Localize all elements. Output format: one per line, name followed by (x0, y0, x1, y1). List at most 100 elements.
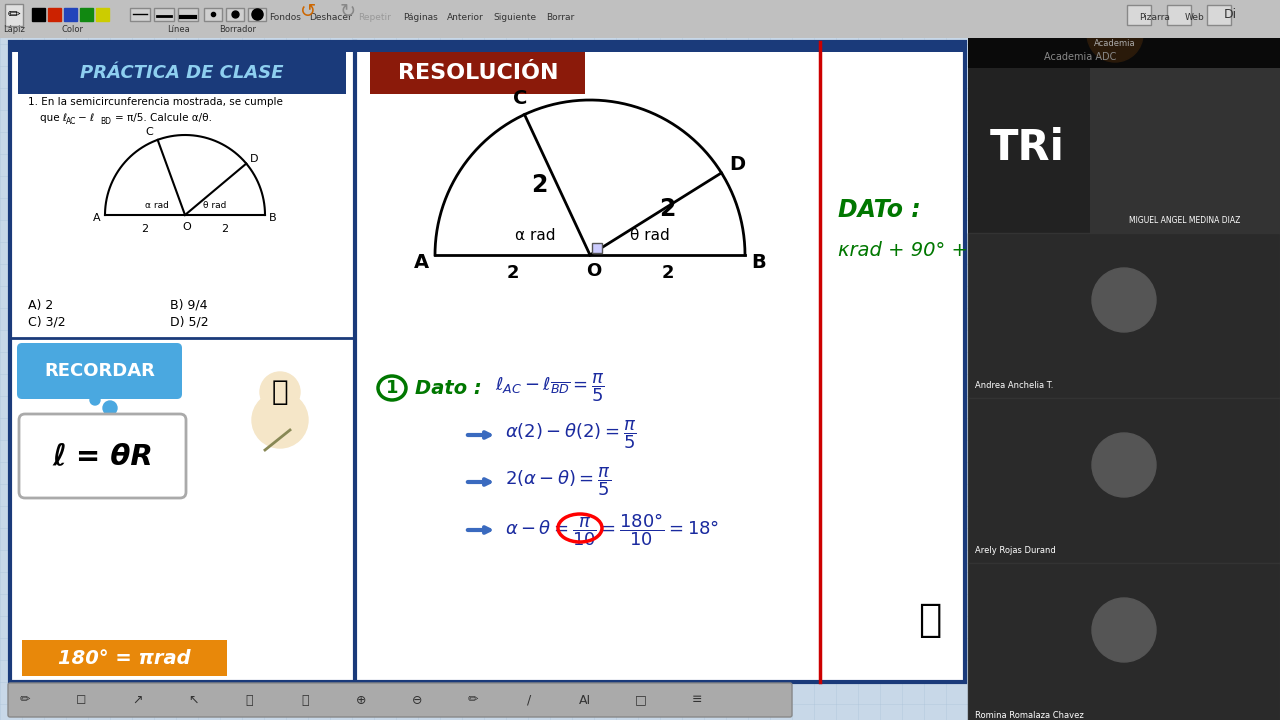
Circle shape (1092, 598, 1156, 662)
Text: $\ell_{AC} - \ell_{\overline{BD}} = \dfrac{\pi}{5}$: $\ell_{AC} - \ell_{\overline{BD}} = \dfr… (495, 372, 604, 405)
Text: Borrar: Borrar (545, 14, 575, 22)
Text: θ rad: θ rad (630, 228, 669, 243)
FancyBboxPatch shape (248, 8, 266, 21)
Text: θ rad: θ rad (204, 200, 227, 210)
FancyBboxPatch shape (968, 0, 1280, 720)
FancyBboxPatch shape (8, 683, 792, 717)
Text: O: O (183, 222, 192, 232)
Text: Fondos: Fondos (269, 14, 301, 22)
Text: BD: BD (100, 117, 111, 125)
Text: /: / (527, 693, 531, 706)
Bar (49, 8, 61, 21)
Text: □: □ (635, 693, 646, 706)
Text: ✋: ✋ (301, 693, 308, 706)
Text: ⊕: ⊕ (356, 693, 366, 706)
Text: = π/5. Calcule α/θ.: = π/5. Calcule α/θ. (115, 113, 212, 123)
Text: MIGUEL ANGEL MEDINA DIAZ: MIGUEL ANGEL MEDINA DIAZ (1129, 216, 1240, 225)
Text: C: C (146, 127, 154, 137)
Text: Anterior: Anterior (447, 14, 484, 22)
Text: Dato :: Dato : (415, 379, 481, 397)
Text: Color: Color (61, 25, 83, 35)
Circle shape (1087, 6, 1143, 62)
Text: Academia: Academia (1094, 40, 1135, 48)
Circle shape (102, 401, 116, 415)
FancyBboxPatch shape (968, 0, 1280, 68)
Text: − ℓ: − ℓ (78, 113, 95, 123)
Text: Romina Romalaza Chavez: Romina Romalaza Chavez (975, 711, 1084, 720)
Bar (96, 8, 109, 21)
FancyBboxPatch shape (1207, 5, 1231, 25)
FancyBboxPatch shape (0, 0, 1280, 38)
Text: Arely Rojas Durand: Arely Rojas Durand (975, 546, 1056, 555)
Text: RECORDAR: RECORDAR (45, 362, 155, 380)
Text: Borrador: Borrador (219, 25, 256, 35)
FancyBboxPatch shape (10, 42, 965, 52)
Text: Línea: Línea (166, 25, 189, 35)
Text: Repetir: Repetir (358, 14, 392, 22)
Text: ◻: ◻ (76, 693, 86, 706)
Text: D: D (730, 156, 745, 174)
Text: Academia ADC: Academia ADC (1043, 52, 1116, 62)
Text: DATo :: DATo : (838, 198, 920, 222)
FancyBboxPatch shape (968, 398, 1280, 563)
Text: D) 5/2: D) 5/2 (170, 315, 209, 328)
FancyBboxPatch shape (22, 640, 227, 676)
Bar (64, 8, 77, 21)
FancyBboxPatch shape (1167, 5, 1190, 25)
Text: TRi: TRi (989, 127, 1065, 169)
Text: α rad: α rad (515, 228, 556, 243)
Bar (79, 8, 93, 21)
FancyBboxPatch shape (968, 563, 1280, 720)
Text: $2(\alpha - \theta) = \dfrac{\pi}{5}$: $2(\alpha - \theta) = \dfrac{\pi}{5}$ (506, 466, 611, 498)
Text: O: O (586, 262, 602, 280)
Text: B: B (269, 213, 276, 223)
FancyBboxPatch shape (968, 68, 1280, 233)
Text: Web: Web (1185, 14, 1204, 22)
Circle shape (1092, 268, 1156, 332)
Text: Andrea Anchelia T.: Andrea Anchelia T. (975, 381, 1053, 390)
FancyBboxPatch shape (178, 8, 198, 21)
Text: 2: 2 (662, 264, 673, 282)
Text: ⊖: ⊖ (412, 693, 422, 706)
Text: B: B (751, 253, 767, 272)
Bar (32, 8, 45, 21)
Text: ↻: ↻ (339, 2, 356, 22)
FancyBboxPatch shape (5, 4, 23, 26)
FancyBboxPatch shape (17, 343, 182, 399)
Text: PRÁCTICA DE CLASE: PRÁCTICA DE CLASE (81, 64, 284, 82)
Text: ADC: ADC (1101, 24, 1129, 37)
Text: ✋: ✋ (246, 693, 252, 706)
Text: RESOLUCIÓN: RESOLUCIÓN (398, 63, 558, 83)
Text: 2: 2 (659, 197, 676, 221)
Text: ↖: ↖ (188, 693, 198, 706)
Text: 🧑: 🧑 (271, 378, 288, 406)
Text: $\alpha(2) - \theta(2) = \dfrac{\pi}{5}$: $\alpha(2) - \theta(2) = \dfrac{\pi}{5}$ (506, 418, 636, 451)
FancyBboxPatch shape (154, 8, 174, 21)
Circle shape (260, 372, 300, 412)
Circle shape (1092, 433, 1156, 497)
Text: κrad + 90° +: κrad + 90° + (838, 240, 968, 259)
FancyBboxPatch shape (1091, 68, 1280, 233)
Text: que ℓ: que ℓ (40, 113, 67, 123)
Circle shape (90, 395, 100, 405)
Text: AC: AC (67, 117, 77, 125)
FancyBboxPatch shape (1126, 5, 1151, 25)
Text: D: D (250, 153, 259, 163)
Text: 🐯: 🐯 (918, 601, 942, 639)
Text: 2: 2 (141, 224, 148, 234)
FancyBboxPatch shape (204, 8, 221, 21)
Text: 2: 2 (221, 224, 229, 234)
Text: Lápiz: Lápiz (3, 25, 24, 35)
Text: AI: AI (579, 693, 591, 706)
Text: ≡: ≡ (691, 693, 703, 706)
Text: Pizarra: Pizarra (1139, 14, 1170, 22)
Text: ✏: ✏ (8, 7, 20, 22)
Text: ↺: ↺ (300, 2, 316, 22)
Text: ✏: ✏ (19, 693, 31, 706)
FancyBboxPatch shape (370, 52, 585, 94)
FancyBboxPatch shape (18, 52, 346, 94)
Text: Páginas: Páginas (403, 14, 438, 22)
Text: 180° = πrad: 180° = πrad (58, 649, 191, 667)
Text: 1. En la semicircunferencia mostrada, se cumple: 1. En la semicircunferencia mostrada, se… (28, 97, 283, 107)
Text: $\alpha - \theta = \dfrac{\pi}{10} = \dfrac{180°}{10} = 18°$: $\alpha - \theta = \dfrac{\pi}{10} = \df… (506, 512, 719, 549)
